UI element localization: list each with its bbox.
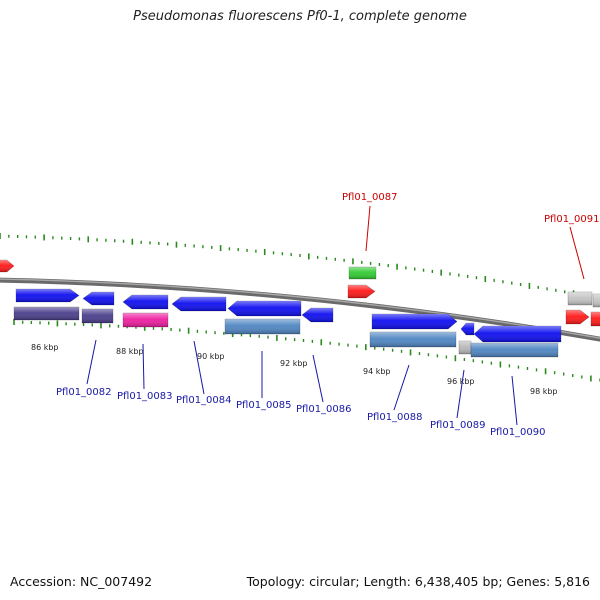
gene-box-0090[interactable] bbox=[470, 342, 559, 358]
gene-box-0091-gray-b[interactable] bbox=[592, 293, 600, 308]
gene-label-pfl01-0089: Pfl01_0089 bbox=[430, 420, 486, 431]
leader-line-0086 bbox=[312, 354, 324, 403]
gene-arrow-0089[interactable] bbox=[460, 322, 475, 336]
gene-arrow-0086[interactable] bbox=[301, 307, 334, 323]
scale-label-92kbp: 92 kbp bbox=[280, 359, 308, 368]
gene-label-pfl01-0082: Pfl01_0082 bbox=[56, 387, 112, 398]
gene-features bbox=[0, 259, 600, 358]
gene-arrow-0091[interactable] bbox=[565, 309, 590, 325]
leader-line-0082 bbox=[86, 339, 97, 385]
gene-box-0089[interactable] bbox=[458, 340, 472, 355]
gene-box-0088[interactable] bbox=[369, 331, 457, 348]
outer-tick-ring bbox=[0, 233, 600, 300]
genome-backbone bbox=[0, 277, 600, 342]
genome-stats-text: Topology: circular; Length: 6,438,405 bp… bbox=[246, 574, 590, 589]
gene-arrow-0085[interactable] bbox=[227, 300, 302, 317]
gene-arrow-left-edge[interactable] bbox=[0, 259, 15, 273]
scale-label-96kbp: 96 kbp bbox=[447, 377, 475, 386]
gene-labels: Pfl01_0082 Pfl01_0083 Pfl01_0084 Pfl01_0… bbox=[56, 192, 600, 438]
gene-box-0091-gray-a[interactable] bbox=[567, 291, 593, 306]
scale-label-90kbp: 90 kbp bbox=[197, 352, 225, 361]
gene-label-pfl01-0085: Pfl01_0085 bbox=[236, 400, 292, 411]
gene-box-0085[interactable] bbox=[224, 318, 301, 335]
gene-box-0091-red-edge[interactable] bbox=[590, 311, 600, 327]
gene-label-pfl01-0086: Pfl01_0086 bbox=[296, 404, 352, 415]
gene-label-pfl01-0084: Pfl01_0084 bbox=[176, 395, 232, 406]
leader-line-0090 bbox=[511, 375, 518, 426]
leader-line-0084 bbox=[193, 340, 205, 395]
gene-arrow-0090[interactable] bbox=[473, 325, 562, 343]
leader-line-0087 bbox=[365, 205, 371, 252]
gene-box-0082a[interactable] bbox=[13, 306, 80, 321]
leader-line-0088 bbox=[393, 364, 410, 411]
accession-text: Accession: NC_007492 bbox=[10, 574, 153, 589]
leader-line-0091 bbox=[569, 226, 585, 280]
map-title: Pseudomonas fluorescens Pf0-1, complete … bbox=[133, 9, 467, 24]
gene-label-pfl01-0091: Pfl01_0091 bbox=[544, 214, 600, 225]
gene-label-pfl01-0088: Pfl01_0088 bbox=[367, 412, 423, 423]
scale-labels: 86 kbp 88 kbp 90 kbp 92 kbp 94 kbp 96 kb… bbox=[31, 343, 558, 396]
gene-box-0083[interactable] bbox=[122, 312, 169, 328]
gene-arrow-0088[interactable] bbox=[371, 313, 458, 330]
gene-label-pfl01-0090: Pfl01_0090 bbox=[490, 427, 546, 438]
gene-label-pfl01-0083: Pfl01_0083 bbox=[117, 391, 173, 402]
gene-arrow-0083[interactable] bbox=[122, 294, 169, 310]
scale-label-94kbp: 94 kbp bbox=[363, 367, 391, 376]
scale-label-86kbp: 86 kbp bbox=[31, 343, 59, 352]
gene-arrow-0084[interactable] bbox=[171, 296, 227, 312]
gene-arrow-0082b[interactable] bbox=[82, 291, 115, 306]
gene-leader-lines bbox=[86, 205, 585, 426]
gene-label-pfl01-0087: Pfl01_0087 bbox=[342, 192, 398, 203]
gene-box-0087[interactable] bbox=[348, 266, 377, 280]
scale-label-98kbp: 98 kbp bbox=[530, 387, 558, 396]
leader-line-0083 bbox=[142, 343, 145, 390]
gene-box-0082b[interactable] bbox=[81, 308, 114, 324]
leader-line-0089 bbox=[456, 369, 465, 419]
scale-label-88kbp: 88 kbp bbox=[116, 347, 144, 356]
gene-arrow-0082a[interactable] bbox=[15, 288, 80, 303]
gene-arrow-0087[interactable] bbox=[347, 284, 376, 299]
